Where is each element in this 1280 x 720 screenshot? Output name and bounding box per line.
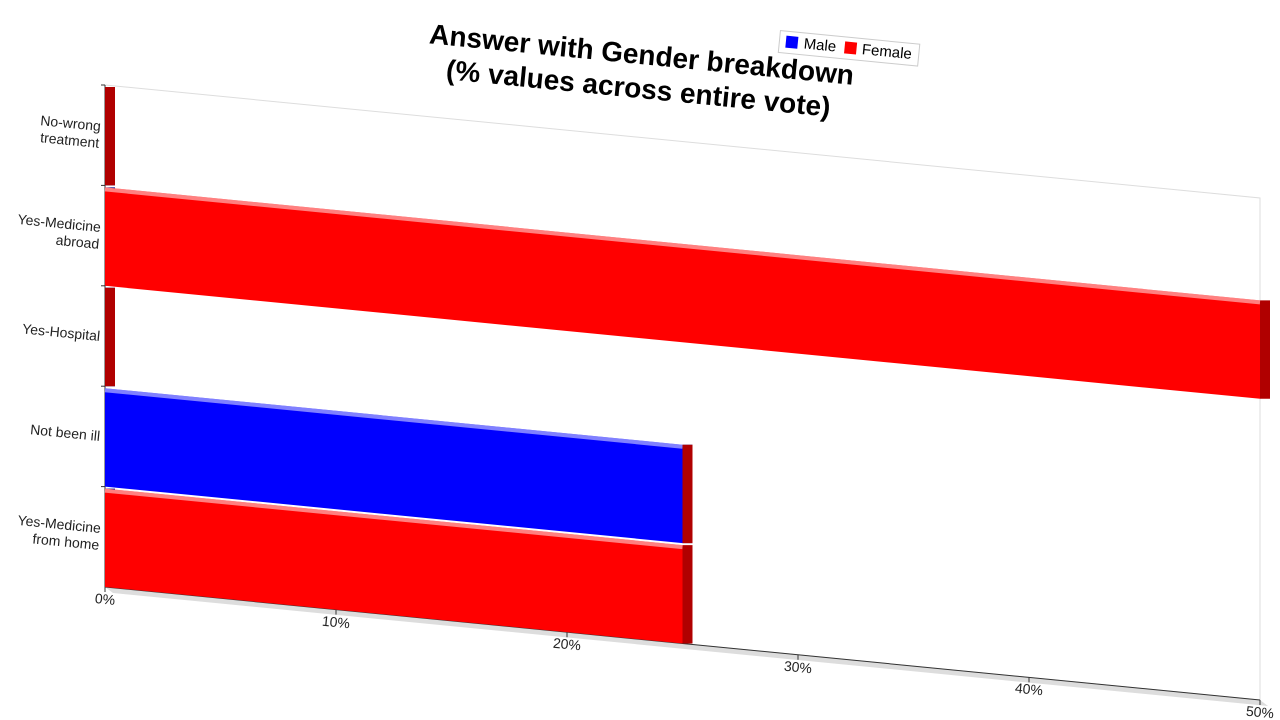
x-tick-label: 20% <box>552 634 582 654</box>
floor <box>105 587 1268 706</box>
bar-group <box>105 87 115 186</box>
legend-swatch <box>785 35 799 49</box>
bar-highlight <box>104 388 683 449</box>
bar-side <box>682 545 693 644</box>
x-tick-label: 10% <box>321 612 351 631</box>
x-tick-label: 30% <box>783 657 813 677</box>
legend-label: Male <box>802 35 837 56</box>
x-tick-label: 50% <box>1245 702 1275 720</box>
legend-label: Female <box>861 41 913 63</box>
legend-item: Female <box>843 39 913 63</box>
bar-side <box>105 287 115 387</box>
legend-item: Male <box>785 34 837 56</box>
bar <box>105 488 683 644</box>
legend-swatch <box>843 41 857 55</box>
bar-group <box>682 444 693 544</box>
bar <box>105 187 1260 399</box>
bar-group <box>104 187 1270 399</box>
bar-group <box>105 287 115 387</box>
bar <box>105 388 683 544</box>
bar-side <box>105 87 115 186</box>
bar-highlight <box>104 488 683 550</box>
bar-highlight <box>104 187 1261 305</box>
x-tick-label: 40% <box>1014 680 1044 699</box>
x-tick-label: 0% <box>94 590 116 608</box>
bar-group <box>104 488 693 644</box>
bar-side <box>682 444 693 544</box>
bar-side <box>1260 300 1270 399</box>
